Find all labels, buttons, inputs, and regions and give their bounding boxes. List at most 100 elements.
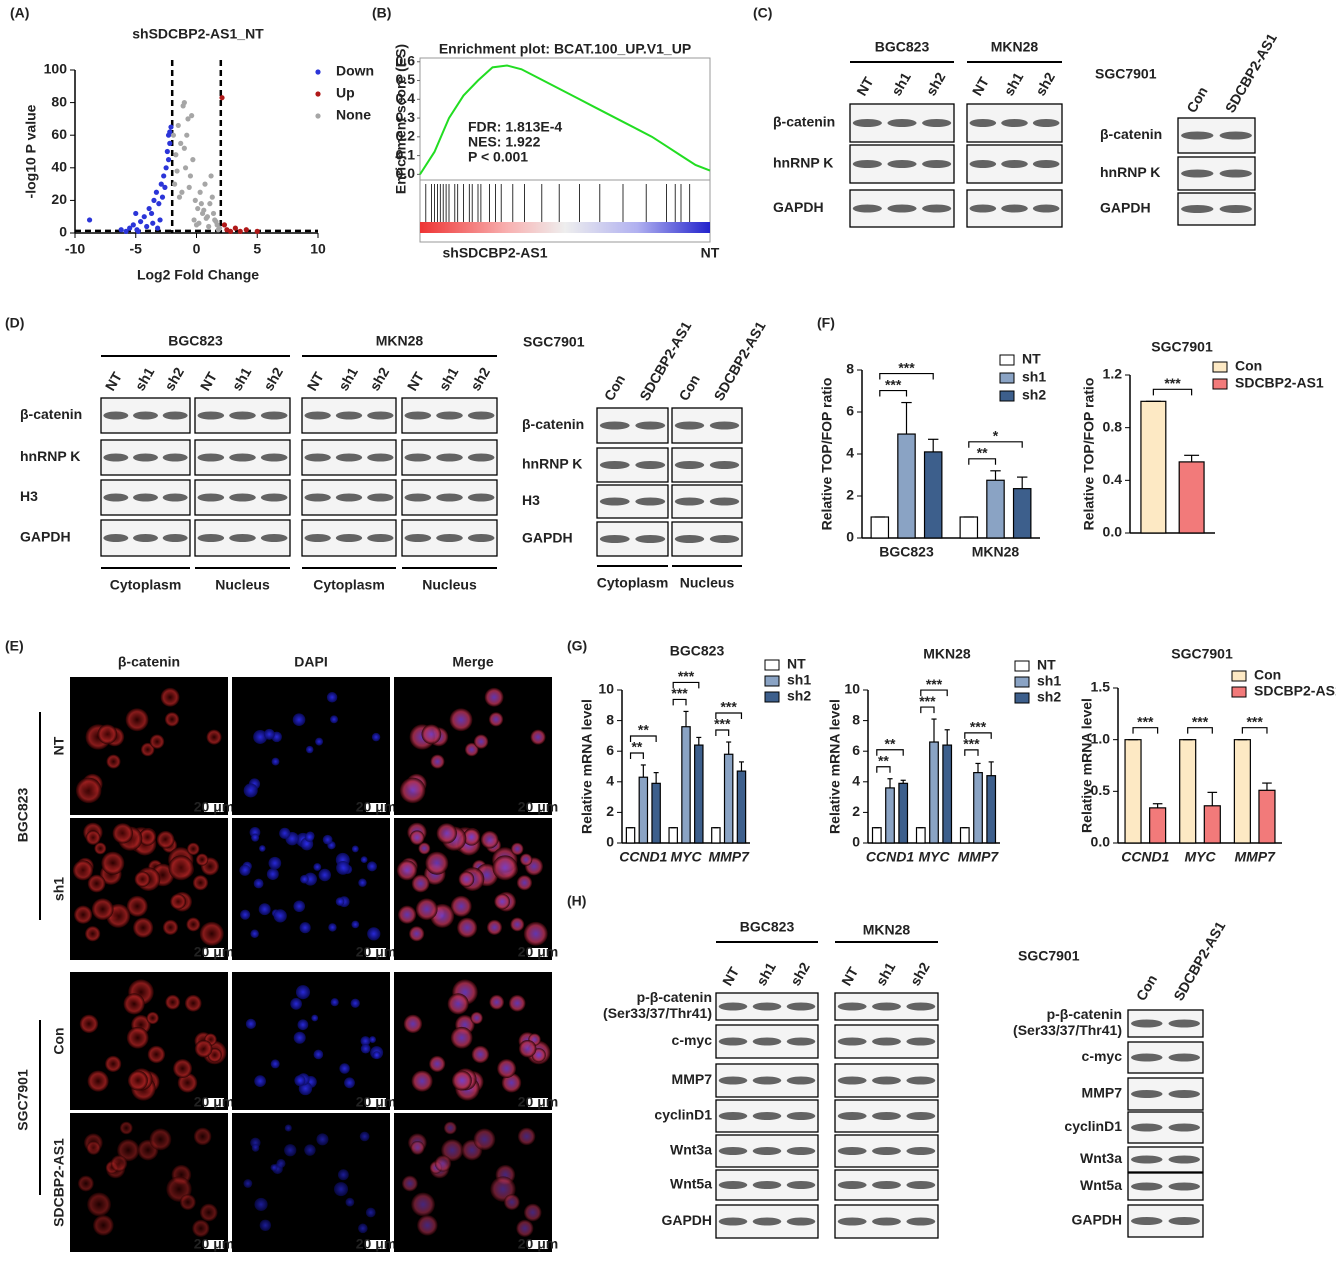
band xyxy=(1032,204,1060,213)
y-tick-label: 60 xyxy=(51,126,67,142)
band xyxy=(786,1181,816,1189)
y-tick-label: 2 xyxy=(852,803,860,819)
cell xyxy=(335,897,345,906)
cell xyxy=(449,708,473,732)
legend-label: SDCBP2-AS1 xyxy=(1254,683,1336,699)
y-tick-label: 1.0 xyxy=(1091,730,1111,746)
band xyxy=(709,461,740,469)
significance-bracket xyxy=(672,698,687,706)
lane-label: sh2 xyxy=(467,364,493,393)
band xyxy=(887,204,917,213)
band xyxy=(786,1217,816,1226)
legend-label: Down xyxy=(336,63,374,79)
band xyxy=(404,493,432,502)
lane-label: SDCBP2-AS1 xyxy=(1222,30,1280,115)
cell xyxy=(369,1036,377,1043)
point xyxy=(209,194,215,200)
significance-label: ** xyxy=(885,735,896,751)
cell xyxy=(450,895,472,917)
row-label: SDCBP2-AS1 xyxy=(51,1138,67,1227)
cell xyxy=(464,742,479,757)
legend-label: SDCBP2-AS1 xyxy=(1235,375,1324,391)
bar xyxy=(638,776,649,844)
y-tick-label: 2 xyxy=(846,487,854,503)
band xyxy=(304,453,331,462)
cell xyxy=(351,845,359,853)
bar xyxy=(929,741,939,844)
micrograph xyxy=(232,972,390,1110)
group-label: BGC823 xyxy=(740,919,795,935)
point xyxy=(163,165,169,171)
band xyxy=(162,493,188,502)
row-label: p-β-catenin xyxy=(1047,1006,1122,1022)
row-label: p-β-catenin xyxy=(637,989,712,1005)
x-tick-label: BGC823 xyxy=(879,544,934,560)
row-label: GAPDH xyxy=(773,199,824,215)
row-label: GAPDH xyxy=(20,529,71,545)
point xyxy=(175,122,181,129)
significance-label: *** xyxy=(898,359,915,375)
point xyxy=(157,217,163,223)
cell xyxy=(293,900,306,913)
y-tick-label: 0.0 xyxy=(396,165,416,181)
band xyxy=(367,493,394,502)
significance-label: *** xyxy=(714,716,731,732)
y-axis-label: Relative mRNA level xyxy=(1079,698,1095,833)
cell xyxy=(494,893,510,910)
bar xyxy=(1179,739,1197,844)
band xyxy=(229,493,256,502)
row-label: β-catenin xyxy=(20,406,82,422)
cell xyxy=(415,898,438,921)
scale-bar-label: 20 μm xyxy=(356,799,396,815)
group-label: BGC823 xyxy=(168,333,223,349)
y-tick-label: 0 xyxy=(59,224,67,240)
scale-box xyxy=(366,803,386,812)
band xyxy=(599,461,630,469)
cell xyxy=(418,842,431,855)
legend-swatch xyxy=(999,354,1015,366)
point xyxy=(167,140,173,146)
error-bar xyxy=(944,729,950,746)
error-bar xyxy=(683,710,689,727)
y-tick-label: 2 xyxy=(606,803,614,819)
row-label: hnRNP K xyxy=(773,155,833,171)
band xyxy=(436,493,463,502)
band xyxy=(367,411,394,420)
row-label: Con xyxy=(51,1027,67,1054)
band xyxy=(872,1217,901,1226)
y-axis-label: Relative TOP/FOP ratio xyxy=(1081,378,1097,531)
cell xyxy=(315,737,324,746)
x-tick-label: MMP7 xyxy=(958,849,1000,865)
scale-box xyxy=(528,1240,548,1249)
scale-box xyxy=(528,803,548,812)
band xyxy=(872,1037,901,1046)
bar xyxy=(736,770,747,844)
band xyxy=(786,1002,816,1011)
significance-label: *** xyxy=(1137,713,1154,729)
band xyxy=(367,534,394,542)
band xyxy=(335,453,363,462)
band xyxy=(1181,131,1214,140)
cell xyxy=(245,1018,257,1029)
chart-title: BGC823 xyxy=(670,643,725,659)
cell xyxy=(516,1219,534,1238)
chart-title: MKN28 xyxy=(923,646,971,662)
cell xyxy=(123,993,145,1015)
point xyxy=(162,184,168,190)
band xyxy=(635,421,666,430)
y-tick-label: 1.2 xyxy=(1103,366,1123,382)
cell xyxy=(156,830,175,849)
row-label: H3 xyxy=(20,488,38,504)
cell xyxy=(91,898,114,921)
error-bar xyxy=(653,772,659,784)
rank-bar xyxy=(420,222,710,233)
significance-bracket xyxy=(968,458,997,465)
cell xyxy=(86,1141,101,1155)
y-tick-label: 1.5 xyxy=(1091,679,1111,695)
band xyxy=(133,453,158,462)
y-tick-label: 0.0 xyxy=(1103,524,1123,540)
cell xyxy=(294,1075,306,1087)
band xyxy=(162,534,188,542)
band xyxy=(786,1112,816,1120)
point xyxy=(190,157,196,163)
